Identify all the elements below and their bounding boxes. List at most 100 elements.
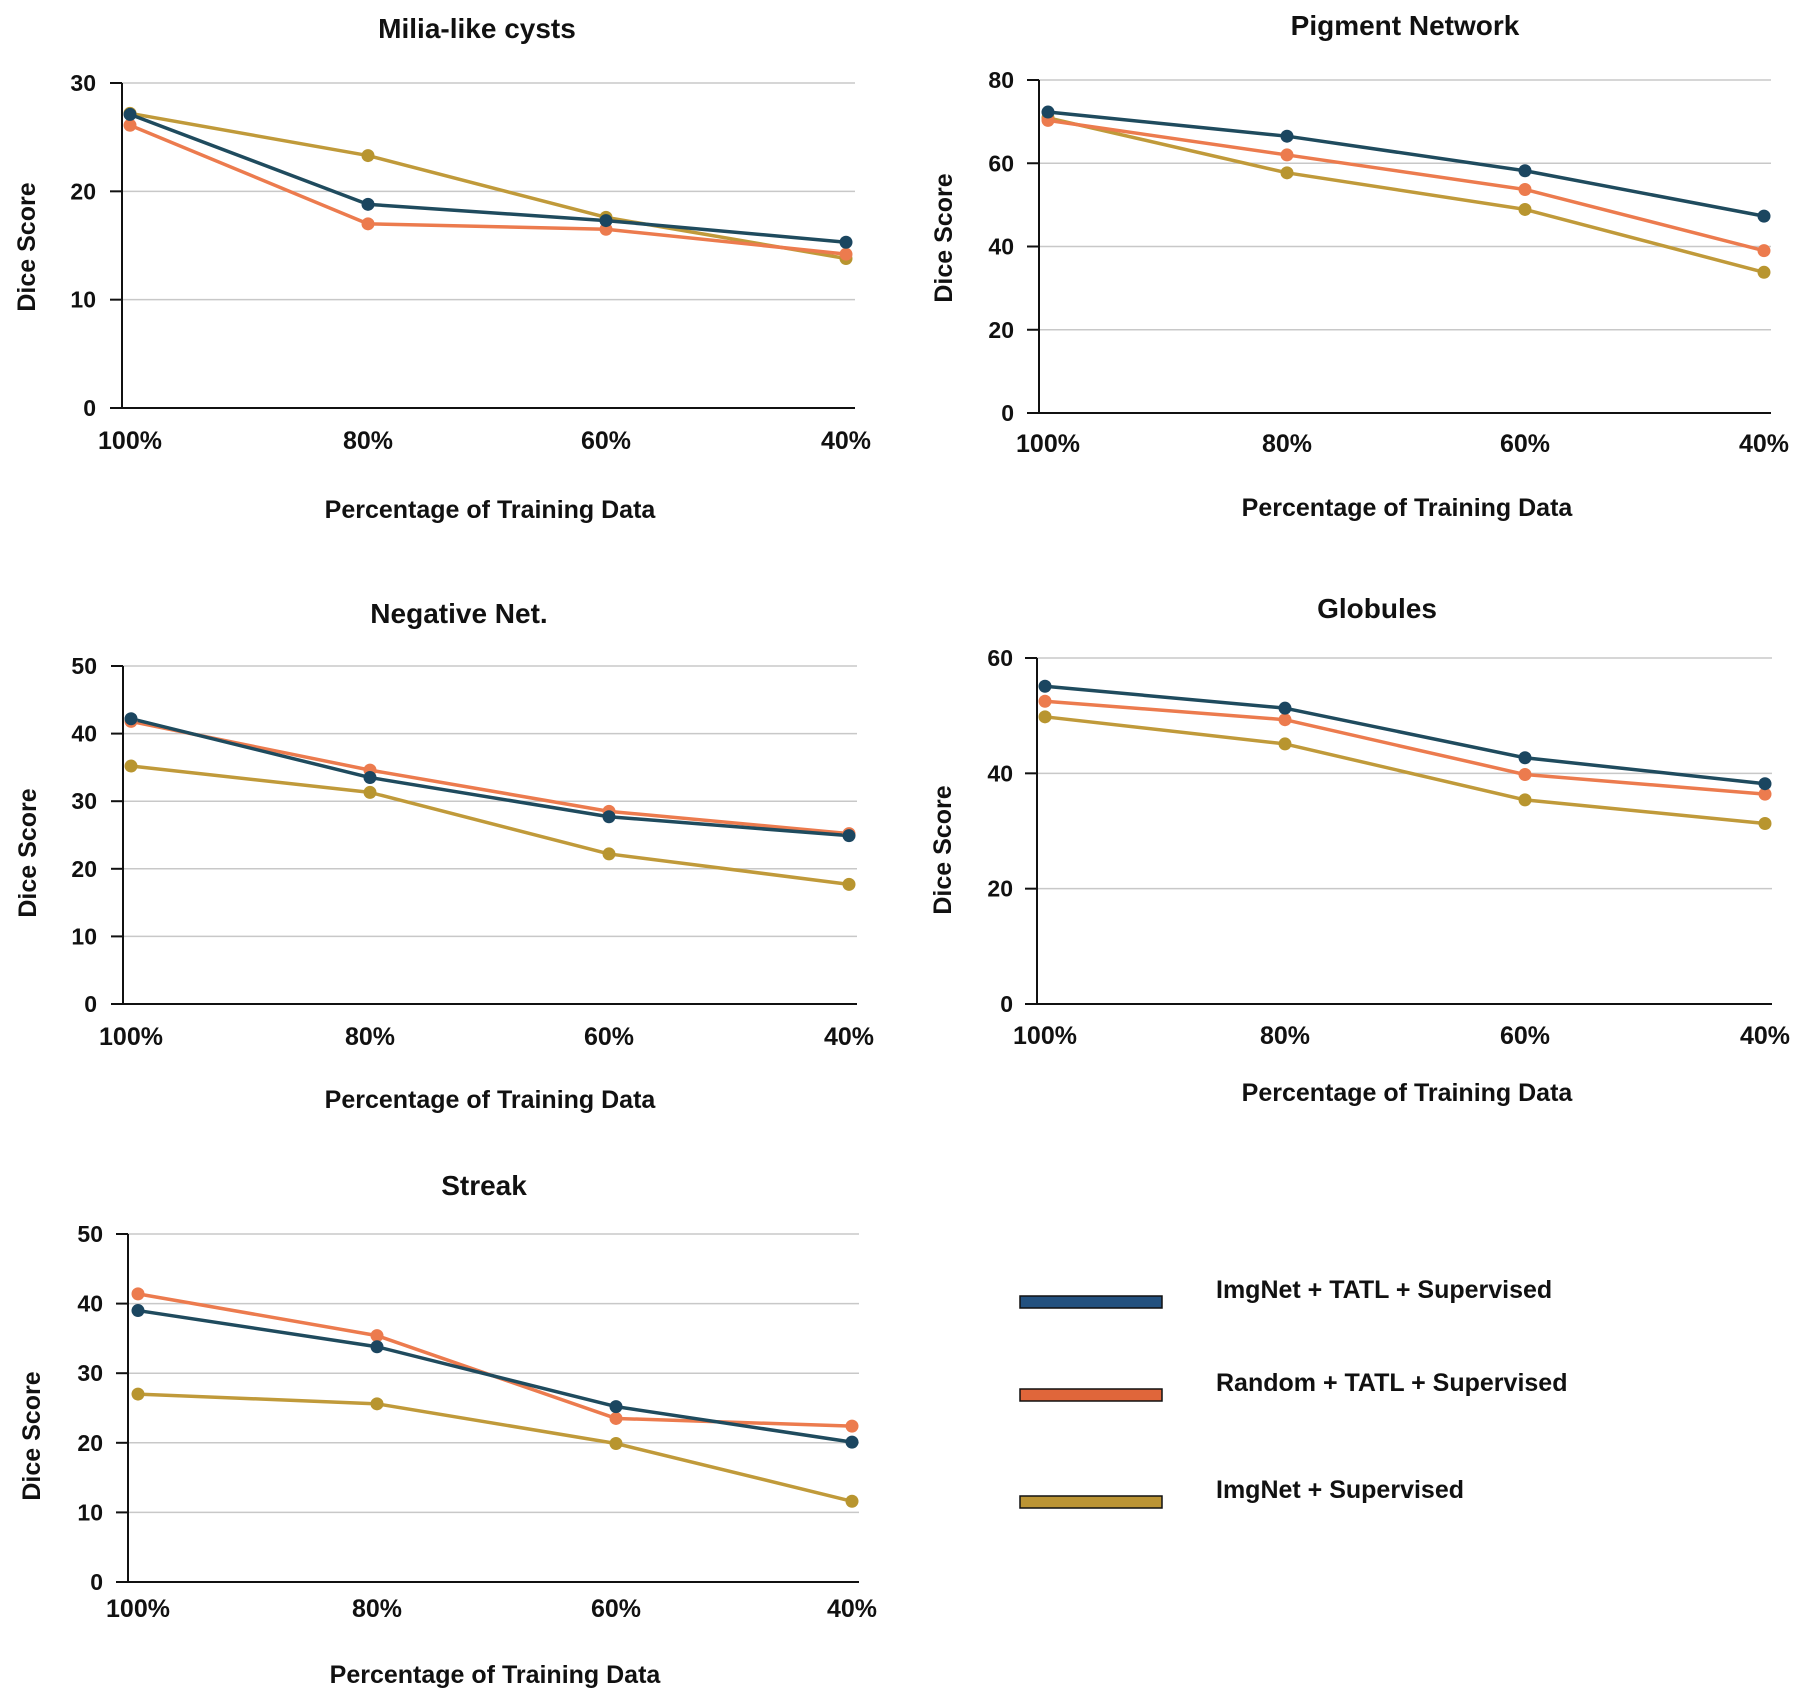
y-tick-label: 40	[988, 234, 1014, 260]
y-tick-label: 20	[77, 1430, 103, 1456]
series-line	[130, 764, 850, 887]
data-point	[842, 877, 856, 891]
legend-swatch	[1019, 1495, 1163, 1509]
x-tick-label: 80%	[343, 427, 393, 455]
x-axis-label: Percentage of Training Data	[325, 496, 657, 524]
y-tick-label: 40	[987, 760, 1013, 786]
y-tick-label: 40	[71, 721, 97, 747]
data-point	[1278, 737, 1292, 751]
y-axis-label: Dice Score	[930, 173, 958, 302]
x-tick-label: 60%	[591, 1595, 641, 1623]
x-tick-label: 60%	[1500, 1022, 1550, 1050]
x-tick-label: 40%	[1740, 1022, 1790, 1050]
legend-item-imgnet-supervised: ImgNet + Supervised	[1019, 1476, 1464, 1509]
data-point	[1518, 182, 1532, 196]
legend-swatch	[1019, 1388, 1163, 1402]
data-point	[842, 829, 856, 843]
x-tick-label: 60%	[584, 1023, 634, 1051]
data-point	[131, 1387, 145, 1401]
x-tick-label: 40%	[821, 427, 871, 455]
data-point	[1280, 129, 1294, 143]
series-line	[1047, 110, 1765, 218]
data-point	[131, 1304, 145, 1318]
series-line	[137, 1308, 853, 1444]
data-point	[123, 118, 137, 132]
x-axis-label: Percentage of Training Data	[1242, 494, 1574, 522]
chart-negative-net: Negative Net. Dice Score Percentage of T…	[14, 598, 874, 1114]
y-tick-label: 30	[70, 70, 96, 96]
series-line	[130, 719, 850, 836]
chart-title: Negative Net.	[370, 598, 547, 629]
y-tick-label: 0	[84, 991, 97, 1017]
data-point	[370, 1397, 384, 1411]
y-axis-label: Dice Score	[14, 788, 42, 917]
y-tick-label: 10	[77, 1499, 103, 1525]
y-tick-label: 10	[71, 923, 97, 949]
x-axis-label: Percentage of Training Data	[325, 1086, 657, 1114]
legend-item-random-tatl-supervised: Random + TATL + Supervised	[1019, 1369, 1567, 1402]
data-point	[1758, 787, 1772, 801]
data-point	[845, 1494, 859, 1508]
data-point	[1278, 701, 1292, 715]
chart-globules: Globules Dice Score Percentage of Traini…	[929, 593, 1790, 1107]
x-tick-label: 100%	[98, 427, 162, 455]
chart-milia-like-cysts: Milia-like cysts Dice Score Percentage o…	[13, 13, 871, 524]
data-point	[602, 847, 616, 861]
data-point	[1518, 793, 1532, 807]
x-tick-label: 100%	[1016, 430, 1080, 458]
y-tick-label: 80	[988, 67, 1014, 93]
data-point	[131, 1287, 145, 1301]
y-tick-label: 30	[77, 1360, 103, 1386]
data-point	[361, 149, 375, 163]
y-axis-label: Dice Score	[929, 785, 957, 914]
y-tick-label: 20	[988, 317, 1014, 343]
data-point	[1758, 777, 1772, 791]
y-tick-label: 0	[90, 1569, 103, 1595]
y-tick-label: 20	[71, 856, 97, 882]
data-point	[1518, 767, 1532, 781]
data-point	[1757, 265, 1771, 279]
y-axis-label: Dice Score	[18, 1371, 46, 1500]
data-point	[1518, 164, 1532, 178]
x-axis-label: Percentage of Training Data	[1242, 1079, 1574, 1107]
data-point	[1038, 679, 1052, 693]
y-tick-label: 0	[83, 395, 96, 421]
x-tick-label: 80%	[352, 1595, 402, 1623]
y-tick-label: 20	[987, 876, 1013, 902]
y-tick-label: 60	[988, 150, 1014, 176]
series-line	[130, 717, 850, 838]
data-point	[363, 771, 377, 785]
series-line	[129, 123, 847, 256]
data-point	[1038, 710, 1052, 724]
y-tick-label: 30	[71, 788, 97, 814]
data-point	[839, 235, 853, 249]
x-tick-label: 80%	[345, 1023, 395, 1051]
y-axis-label: Dice Score	[13, 182, 41, 311]
series-line	[137, 1392, 853, 1503]
data-point	[1280, 166, 1294, 180]
x-tick-label: 100%	[1013, 1022, 1077, 1050]
data-point	[124, 712, 138, 726]
data-point	[370, 1340, 384, 1354]
data-point	[845, 1419, 859, 1433]
data-point	[609, 1411, 623, 1425]
series-line	[1047, 116, 1765, 274]
data-point	[599, 214, 613, 228]
legend-label: ImgNet + Supervised	[1216, 1476, 1464, 1504]
data-point	[361, 197, 375, 211]
y-tick-label: 50	[77, 1221, 103, 1247]
legend-label: Random + TATL + Supervised	[1216, 1369, 1567, 1397]
data-point	[1518, 202, 1532, 216]
series-line	[129, 112, 847, 244]
data-point	[845, 1435, 859, 1449]
data-point	[609, 1436, 623, 1450]
x-tick-label: 80%	[1262, 430, 1312, 458]
chart-title: Milia-like cysts	[378, 13, 576, 44]
chart-title: Streak	[441, 1170, 527, 1201]
series-line	[1044, 715, 1766, 826]
data-point	[363, 785, 377, 799]
data-point	[839, 247, 853, 261]
data-point	[1041, 105, 1055, 119]
y-tick-label: 0	[1000, 991, 1013, 1017]
